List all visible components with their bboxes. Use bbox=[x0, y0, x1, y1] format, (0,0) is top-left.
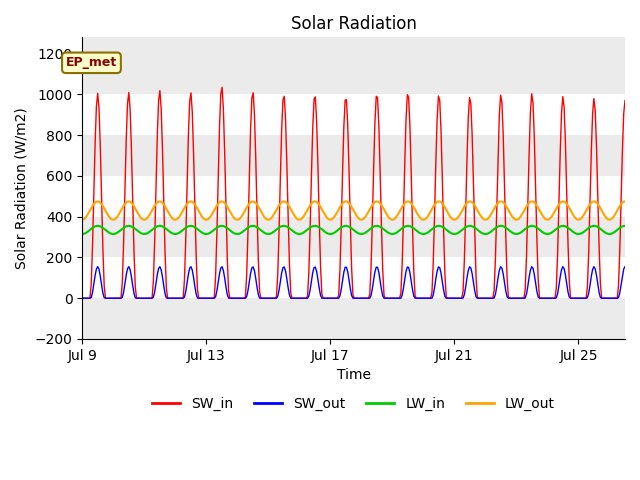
SW_in bbox=[621, 97, 629, 103]
SW_in bbox=[322, 295, 330, 301]
Line: SW_in: SW_in bbox=[82, 87, 625, 298]
LW_in bbox=[97, 224, 104, 229]
Bar bbox=[82, 37, 625, 95]
LW_out bbox=[260, 213, 268, 219]
LW_out bbox=[621, 199, 629, 204]
LW_out bbox=[97, 200, 104, 205]
LW_out bbox=[346, 202, 354, 208]
Bar bbox=[82, 176, 625, 216]
X-axis label: Time: Time bbox=[337, 368, 371, 382]
SW_out bbox=[598, 295, 605, 301]
LW_in bbox=[321, 228, 328, 234]
LW_out bbox=[78, 217, 86, 223]
Legend: SW_in, SW_out, LW_in, LW_out: SW_in, SW_out, LW_in, LW_out bbox=[147, 391, 560, 417]
SW_in bbox=[527, 109, 534, 115]
SW_in bbox=[261, 295, 269, 301]
SW_out bbox=[78, 295, 86, 301]
LW_in bbox=[598, 227, 605, 233]
Y-axis label: Solar Radiation (W/m2): Solar Radiation (W/m2) bbox=[15, 107, 29, 269]
Line: SW_out: SW_out bbox=[82, 266, 625, 298]
LW_in bbox=[525, 224, 533, 229]
LW_in bbox=[621, 223, 629, 229]
Bar bbox=[82, 257, 625, 298]
SW_out bbox=[525, 275, 533, 280]
SW_out bbox=[621, 264, 629, 269]
LW_in bbox=[346, 225, 354, 230]
SW_in bbox=[218, 84, 226, 90]
Line: LW_out: LW_out bbox=[82, 202, 625, 220]
Bar bbox=[82, 95, 625, 135]
LW_in bbox=[78, 231, 86, 237]
LW_out bbox=[321, 211, 328, 217]
SW_in bbox=[97, 143, 104, 149]
LW_in bbox=[260, 229, 268, 235]
SW_out bbox=[97, 273, 104, 279]
Bar bbox=[82, 298, 625, 339]
SW_out bbox=[260, 295, 268, 301]
SW_in bbox=[599, 295, 607, 301]
LW_out bbox=[525, 200, 533, 206]
SW_in bbox=[348, 265, 355, 271]
Bar bbox=[82, 135, 625, 176]
SW_in bbox=[78, 295, 86, 301]
LW_out bbox=[598, 207, 605, 213]
Line: LW_in: LW_in bbox=[82, 226, 625, 234]
Bar bbox=[82, 216, 625, 257]
Title: Solar Radiation: Solar Radiation bbox=[291, 15, 417, 33]
Text: EP_met: EP_met bbox=[66, 56, 117, 69]
SW_out bbox=[321, 295, 328, 301]
SW_out bbox=[346, 286, 354, 292]
